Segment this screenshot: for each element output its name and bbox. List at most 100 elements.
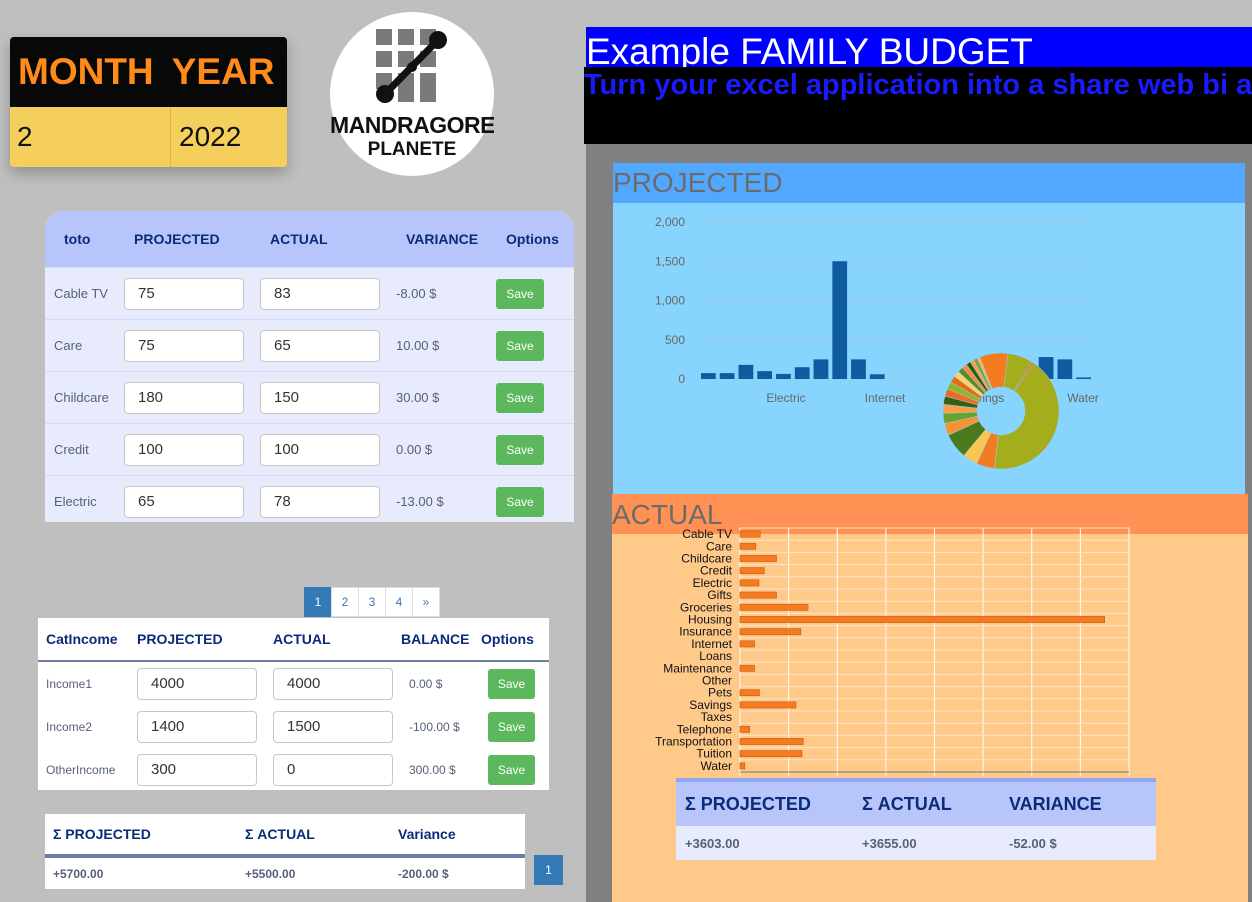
actual-bar [739,542,757,550]
header-options: Options [481,631,534,647]
category-label: Gifts [707,588,732,602]
actual-input[interactable]: 150 [260,381,380,414]
page-title: Example FAMILY BUDGET [586,31,1033,67]
actual-bar [739,701,797,709]
x-tick-label: Electric [766,391,805,405]
projected-bar [869,374,885,379]
category-label: Insurance [679,625,732,639]
header-sum-actual: Σ ACTUAL [862,793,952,814]
table-row: Childcare 180 150 30.00 $ Save [45,371,574,423]
year-label: YEAR [171,51,275,92]
page-1-button[interactable]: 1 [304,587,332,617]
page-4-button[interactable]: 4 [385,587,413,617]
save-button[interactable]: Save [496,486,544,517]
total-actual: +5500.00 [245,866,296,881]
variance-value: 30.00 $ [396,390,440,405]
header-balance: BALANCE [401,631,470,647]
expense-totals-header: Σ PROJECTED Σ ACTUAL VARIANCE [676,778,1156,826]
projected-bar [757,371,773,379]
row-name: Income2 [46,719,93,734]
save-button[interactable]: Save [496,278,544,309]
row-name: Cable TV [54,286,108,301]
total-projected: +5700.00 [53,866,104,881]
projected-bar [701,373,716,379]
actual-bar [739,738,804,745]
expenses-table: toto PROJECTED ACTUAL VARIANCE Options C… [45,211,574,522]
y-tick-label: 0 [678,372,685,386]
income-table: CatIncome PROJECTED ACTUAL BALANCE Optio… [38,618,549,790]
month-label: MONTH [18,51,154,92]
actual-input[interactable]: 4000 [273,667,393,700]
projected-input[interactable]: 4000 [137,667,257,700]
expense-totals-row: +3603.00 +3655.00 -52.00 $ [676,826,1156,860]
header-sum-actual: Σ ACTUAL [245,826,315,842]
balance-value: 300.00 $ [409,762,456,777]
actual-bar [739,567,765,575]
actual-bar [739,603,809,611]
year-value[interactable]: 2022 [179,121,242,152]
mandragore-logo: MANDRAGORE PLANETE [330,12,494,176]
y-tick-label: 500 [665,333,685,347]
month-value[interactable]: 2 [10,107,171,167]
actual-input[interactable]: 1500 [273,710,393,743]
income-totals-header: Σ PROJECTED Σ ACTUAL Variance [45,814,525,858]
actual-bar [739,750,803,758]
row-name: OtherIncome [46,762,116,777]
category-label: Credit [700,564,733,578]
category-label: Savings [689,698,732,712]
actual-chart-header: ACTUAL [612,494,1248,534]
category-label: Other [702,674,732,688]
actual-bar [739,591,777,599]
page-3-button[interactable]: 3 [358,587,386,617]
variance-value: 0.00 $ [396,442,433,457]
table-row: Cable TV 75 83 -8.00 $ Save [45,267,574,319]
category-label: Transportation [655,735,732,749]
header-sum-projected: Σ PROJECTED [685,793,811,814]
subtitle-banner: Turn your excel application into a share… [584,67,1252,144]
actual-bar [739,530,761,538]
y-tick-label: 1,000 [655,294,685,308]
category-label: Care [706,539,732,553]
save-button[interactable]: Save [488,754,535,785]
table-row: Care 75 65 10.00 $ Save [45,319,574,371]
projected-input[interactable]: 300 [137,753,257,786]
total-variance: -52.00 $ [1009,835,1057,851]
variance-value: 10.00 $ [396,338,440,353]
save-button[interactable]: Save [488,668,535,699]
actual-input[interactable]: 0 [273,753,393,786]
logo-mark-icon [376,29,447,103]
save-button[interactable]: Save [496,434,544,465]
page-2-button[interactable]: 2 [331,587,359,617]
page-subtitle: Turn your excel application into a share… [584,69,1252,101]
income-table-header: CatIncome PROJECTED ACTUAL BALANCE Optio… [38,618,549,662]
logo-text-line1: MANDRAGORE [330,112,494,138]
actual-bar [739,725,751,733]
actual-chart-title: ACTUAL [612,499,723,530]
projected-input[interactable]: 1400 [137,710,257,743]
actual-chart: Cable TVCareChildcareCreditElectricGifts… [655,527,1130,776]
actual-input[interactable]: 65 [260,329,380,362]
save-button[interactable]: Save [496,382,544,413]
category-label: Childcare [681,552,732,566]
table-row: Income1 4000 4000 0.00 $ Save [38,662,549,705]
header-sum-projected: Σ PROJECTED [53,826,151,842]
next-page-button[interactable]: » [412,587,440,617]
save-button[interactable]: Save [488,711,535,742]
projected-bar [776,373,791,379]
balance-value: 0.00 $ [409,676,443,691]
category-label: Pets [708,686,732,700]
actual-input[interactable]: 78 [260,485,380,518]
category-label: Water [700,759,732,773]
actual-bar [739,689,760,697]
save-button[interactable]: Save [496,330,544,361]
projected-input[interactable]: 100 [124,433,244,466]
actual-input[interactable]: 100 [260,433,380,466]
projected-input[interactable]: 180 [124,381,244,414]
projected-input[interactable]: 65 [124,485,244,518]
actual-input[interactable]: 83 [260,277,380,310]
header-projected: PROJECTED [134,231,220,247]
totals-page-1-button[interactable]: 1 [534,855,563,885]
row-name: Credit [54,442,89,457]
projected-input[interactable]: 75 [124,277,244,310]
projected-input[interactable]: 75 [124,329,244,362]
